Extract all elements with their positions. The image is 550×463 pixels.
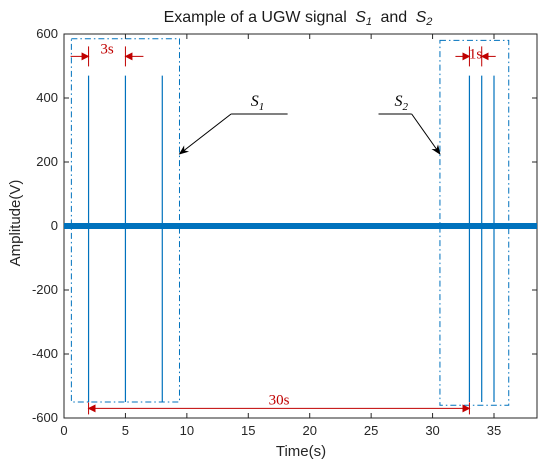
chart-title-main: Example of a UGW signal — [164, 9, 347, 26]
chart-title-and: and — [380, 9, 407, 26]
y-axis-label: Amplitude(V) — [7, 180, 24, 267]
chart-title: Example of a UGW signal S1 and S2 — [164, 9, 433, 29]
x-tick-label: 35 — [487, 423, 501, 438]
x-tick-label: 25 — [364, 423, 378, 438]
chart-title-s1: S — [355, 9, 366, 26]
leader-arrow — [178, 113, 232, 155]
annotation-3s: 3s — [100, 41, 114, 57]
window-label-s1: S1 — [251, 93, 265, 113]
annotation-1s: 1s — [469, 46, 483, 62]
signal-window-1 — [70, 38, 180, 403]
y-tick-label: 400 — [36, 90, 58, 105]
y-tick-label: 600 — [36, 26, 58, 41]
x-axis-label: Time(s) — [276, 443, 326, 460]
x-tick-label: 20 — [302, 423, 316, 438]
signal-window-2 — [439, 39, 510, 406]
chart-title-s1-sub: 1 — [366, 16, 372, 28]
annotation-30s: 30s — [269, 392, 290, 408]
window-label-s2: S2 — [394, 93, 408, 113]
chart-title-s2: S — [416, 9, 427, 26]
x-tick-label: 30 — [425, 423, 439, 438]
x-tick-label: 0 — [60, 423, 67, 438]
leader-arrow — [411, 113, 441, 155]
y-tick-label: 200 — [36, 154, 58, 169]
x-tick-label: 10 — [180, 423, 194, 438]
x-tick-label: 5 — [122, 423, 129, 438]
x-tick-label: 15 — [241, 423, 255, 438]
y-tick-label: -600 — [32, 410, 58, 425]
y-tick-label: -400 — [32, 346, 58, 361]
y-tick-label: -200 — [32, 282, 58, 297]
plot-area: 0 5 10 15 20 25 30 35 -600 -400 -200 0 200 400 600 S1 S2… — [32, 26, 538, 438]
y-tick-label: 0 — [51, 218, 58, 233]
chart-title-s2-sub: 2 — [425, 16, 432, 28]
